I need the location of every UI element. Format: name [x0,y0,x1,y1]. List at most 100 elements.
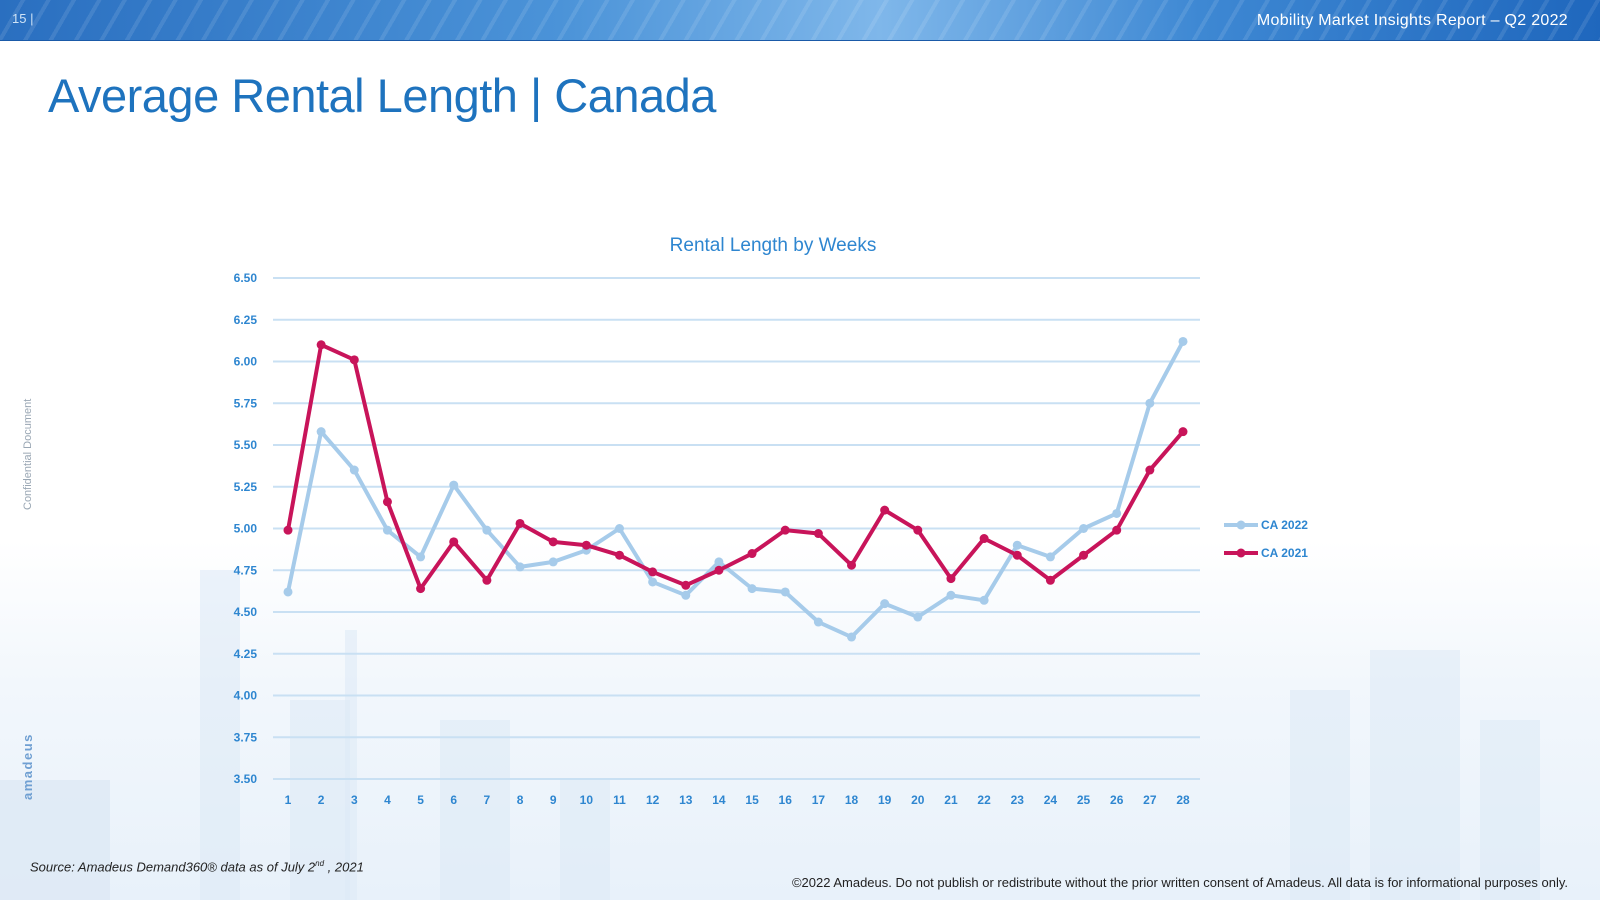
data-point [913,612,923,622]
data-point [847,632,857,642]
data-point [1145,398,1155,408]
x-tick-label: 9 [550,793,557,807]
legend-entry: CA 2022 [1224,518,1308,532]
data-point [316,340,326,350]
data-point [316,427,326,437]
data-point [1178,427,1188,437]
y-tick-label: 4.25 [234,647,258,661]
data-point [1045,575,1055,585]
data-point [1012,540,1022,550]
data-point [1178,336,1188,346]
series-ca-2022 [283,336,1188,642]
data-point [913,525,923,535]
data-point [416,552,426,562]
y-tick-label: 3.75 [234,730,258,744]
x-tick-label: 20 [911,793,925,807]
x-tick-label: 26 [1110,793,1124,807]
data-point [382,497,392,507]
x-tick-label: 23 [1011,793,1025,807]
x-tick-label: 3 [351,793,358,807]
data-point [648,567,658,577]
data-point [747,549,757,559]
y-tick-label: 4.00 [234,689,258,703]
y-tick-label: 6.25 [234,313,258,327]
page-title: Average Rental Length | Canada [48,69,716,122]
data-point [581,540,591,550]
data-point [548,537,558,547]
legend-entry: CA 2021 [1224,546,1308,560]
data-point [1145,465,1155,475]
data-point [515,518,525,528]
page-number: 15 | [12,11,34,26]
x-tick-label: 10 [580,793,594,807]
y-tick-label: 6.50 [234,271,258,285]
x-tick-label: 4 [384,793,391,807]
y-tick-label: 5.75 [234,396,258,410]
y-tick-label: 6.00 [234,355,258,369]
data-point [515,562,525,572]
data-point [847,560,857,570]
data-point [548,557,558,567]
legend-label: CA 2021 [1261,546,1308,560]
legend-label: CA 2022 [1261,518,1308,532]
y-tick-label: 5.00 [234,522,258,536]
x-tick-label: 2 [318,793,325,807]
x-tick-label: 13 [679,793,693,807]
data-point [283,525,293,535]
data-point [416,584,426,594]
data-point [780,525,790,535]
x-tick-label: 19 [878,793,892,807]
data-point [614,524,624,533]
x-tick-label: 15 [745,793,759,807]
data-point [449,480,459,490]
x-tick-label: 12 [646,793,660,807]
data-point [1112,508,1122,518]
data-point [714,565,724,575]
x-tick-label: 11 [613,793,626,807]
x-tick-label: 24 [1044,793,1058,807]
data-point [382,525,392,535]
data-point [482,525,492,535]
data-point [1079,550,1089,560]
data-point [681,590,691,600]
data-point [349,465,359,475]
x-tick-label: 14 [712,793,726,807]
data-point [1045,552,1055,562]
data-point [813,617,823,627]
series-ca-2021 [283,340,1188,594]
data-point [681,580,691,590]
y-tick-label: 3.50 [234,772,258,786]
x-tick-label: 21 [944,793,958,807]
series-line [286,340,1185,640]
x-tick-label: 5 [417,793,424,807]
x-tick-label: 7 [484,793,491,807]
x-tick-label: 6 [450,793,457,807]
data-point [349,355,359,365]
chart-title: Rental Length by Weeks [670,235,877,256]
data-point [880,505,890,515]
x-tick-label: 28 [1176,793,1190,807]
x-tick-label: 8 [517,793,524,807]
data-point [747,584,757,594]
data-point [1012,550,1022,560]
data-point [1079,524,1089,533]
data-point [482,575,492,585]
data-point [979,534,989,544]
report-title: Mobility Market Insights Report – Q2 202… [1256,12,1568,29]
data-point [648,577,658,587]
data-point [979,595,989,605]
data-point [880,599,890,609]
x-tick-label: 1 [285,793,292,807]
x-tick-label: 25 [1077,793,1091,807]
y-tick-label: 4.75 [234,563,258,577]
data-point [614,550,624,560]
y-tick-label: 4.50 [234,605,258,619]
x-tick-label: 22 [977,793,991,807]
legend-marker [1236,548,1246,558]
skyline-background [0,540,1600,900]
x-tick-label: 17 [812,793,826,807]
data-point [946,574,956,584]
y-tick-label: 5.25 [234,480,258,494]
data-point [813,529,823,539]
